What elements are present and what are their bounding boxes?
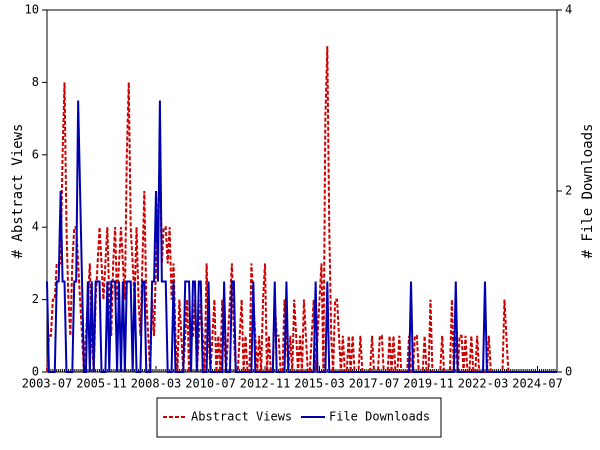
x-tick-label: 2010-07 [185, 377, 236, 391]
x-tick-label: 2024-07 [512, 377, 563, 391]
y-axis-title: # Abstract Views [10, 124, 26, 259]
y-tick-label: 4 [32, 220, 39, 234]
y2-tick-label: 0 [565, 365, 572, 379]
x-tick-label: 2005-11 [76, 377, 127, 391]
series-line [46, 100, 557, 373]
y-tick-label: 8 [32, 75, 39, 89]
y-tick-label: 2 [32, 292, 39, 306]
x-tick-label: 2019-11 [403, 377, 454, 391]
legend-label: Abstract Views [191, 410, 292, 424]
x-tick-label: 2012-11 [240, 377, 291, 391]
y2-tick-label: 4 [565, 3, 572, 17]
x-tick-label: 2015-03 [294, 377, 345, 391]
x-tick-label: 2008-03 [131, 377, 182, 391]
legend-box [156, 397, 442, 438]
x-tick-label: 2017-07 [349, 377, 400, 391]
y2-axis-title: # File Downloads [580, 124, 596, 259]
y-tick-label: 0 [32, 365, 39, 379]
x-tick-label: 2022-03 [458, 377, 509, 391]
x-tick-label: 2003-07 [22, 377, 73, 391]
legend-label: File Downloads [329, 410, 430, 424]
y-tick-label: 6 [32, 147, 39, 161]
y2-tick-label: 2 [565, 184, 572, 198]
y-tick-label: 10 [25, 3, 39, 17]
